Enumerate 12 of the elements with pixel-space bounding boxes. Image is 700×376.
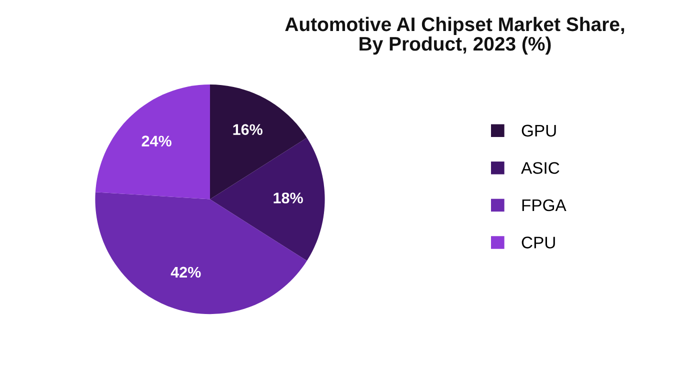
legend-label: GPU <box>522 124 556 137</box>
pie-slice <box>95 84 210 200</box>
data-label: 18% <box>274 192 303 204</box>
legend-label: FPGA <box>522 199 566 212</box>
data-label: 24% <box>142 136 172 146</box>
data-label: 16% <box>233 124 262 135</box>
chart-title: Automotive AI Chipset Market Share, By Product, 2023 (%) <box>285 16 624 55</box>
data-label: 42% <box>170 266 201 278</box>
legend-label: ASIC <box>521 162 560 174</box>
pie-slice <box>210 138 325 261</box>
pie-slice <box>95 192 307 314</box>
legend-label: CPU <box>522 236 555 248</box>
